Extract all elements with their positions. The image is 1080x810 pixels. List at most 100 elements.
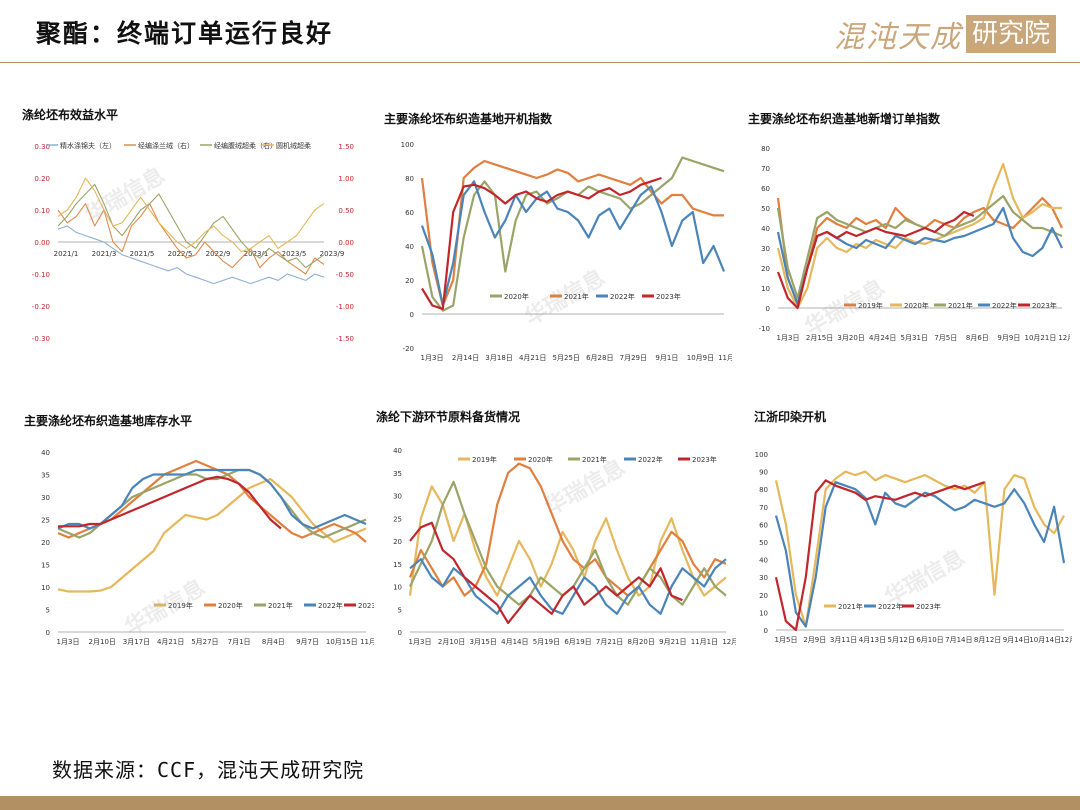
- y-tick-label: 15: [41, 562, 50, 570]
- series-line: [776, 210, 975, 310]
- chart-cloth-profit: 0.30 0.20 0.10 0.00 -0.10 -0.20 -0.30 1.50 1.00 0…: [32, 141, 354, 343]
- y-tick-label: -0.10: [32, 271, 50, 279]
- series-line: [408, 462, 727, 597]
- chart-title: 江浙印染开机: [754, 410, 827, 424]
- y-tick-label: 100: [755, 451, 768, 459]
- chart-new-orders: 80 70 60 50 40 30 20 10 0 -10 1月3日 2月15日 3月20日 4月24日 5…: [759, 145, 1080, 342]
- series-line: [57, 468, 367, 539]
- y-tick-label: 60: [759, 521, 768, 529]
- legend-label: 2022年: [878, 602, 903, 611]
- chart-inventory: 40 35 30 25 20 15 10 5 0 1月3日 2月10日 3月17日 4月21日 5月27日…: [41, 449, 392, 646]
- y-tick-label: 80: [761, 145, 770, 153]
- x-tick-label: 1月5日: [775, 636, 798, 644]
- y-tick-label: -0.30: [32, 335, 50, 343]
- y-tick-label: 90: [759, 469, 768, 477]
- x-tick-label: 5月25日: [553, 354, 580, 362]
- legend-label: 2020年: [218, 601, 243, 610]
- y-tick-label: 5: [398, 606, 402, 614]
- y-tick-label: 0: [46, 629, 50, 637]
- x-tick-label: 4月13日: [859, 636, 886, 644]
- x-tick-label: 6月19日: [564, 638, 591, 646]
- legend-label: 经编涤兰绒（右）: [138, 141, 194, 150]
- logo-box-text: 研究院: [965, 15, 1056, 53]
- y-tick-label: 20: [759, 592, 768, 600]
- series-line: [420, 156, 725, 312]
- logo-script-text: 混沌天成: [833, 20, 962, 55]
- x-tick-label: 9月14日: [1003, 636, 1030, 644]
- legend-label: 2020年: [904, 301, 929, 310]
- series-line: [774, 479, 985, 632]
- x-tick-label: 8月6日: [966, 334, 989, 342]
- legend-label: 2021年: [838, 602, 863, 611]
- y-tick-label-right: 1.00: [338, 175, 354, 183]
- y-tick-label: 20: [393, 538, 402, 546]
- legend-label: 2019年: [168, 601, 193, 610]
- x-tick-label: 9月7日: [296, 638, 319, 646]
- y-tick-label: 40: [761, 225, 770, 233]
- y-tick-label: 5: [46, 607, 50, 615]
- y-tick-label: 0: [764, 627, 768, 635]
- y-tick-label: 0: [410, 311, 414, 319]
- y-tick-label: 0.20: [34, 175, 50, 183]
- y-tick-label: 35: [41, 472, 50, 480]
- x-tick-label: 2月10日: [438, 638, 465, 646]
- y-tick-label: 30: [761, 245, 770, 253]
- x-tick-label: 7月1日: [228, 638, 251, 646]
- y-tick-label: 40: [41, 449, 50, 457]
- legend-label: 2023年: [1032, 301, 1057, 310]
- x-tick-label: 2023/5: [282, 250, 307, 258]
- y-tick-label: 15: [393, 561, 402, 569]
- x-tick-label: 3月20日: [837, 334, 864, 342]
- x-tick-label: 4月24日: [869, 334, 896, 342]
- x-tick-label: 4月14日: [501, 638, 528, 646]
- y-tick-label: 10: [761, 285, 770, 293]
- chart-title: 主要涤纶坯布织造基地库存水平: [24, 414, 193, 428]
- y-tick-label: 0.30: [34, 143, 50, 151]
- series-line: [776, 196, 1063, 306]
- source-note: 数据来源：CCF，混沌天成研究院: [52, 758, 365, 782]
- y-tick-label-right: -0.50: [336, 271, 354, 279]
- series-line: [57, 177, 325, 253]
- x-tick-label: 2022/5: [168, 250, 193, 258]
- y-tick-label: 30: [759, 574, 768, 582]
- x-tick-label: 5月19日: [533, 638, 560, 646]
- x-tick-label: 2021/1: [54, 250, 79, 258]
- series-line: [421, 176, 662, 310]
- x-tick-label: 4月21日: [157, 638, 184, 646]
- legend-label: 精水涤锦夫（左）: [60, 141, 116, 150]
- header-divider: [0, 62, 1080, 63]
- y-tick-label: 40: [405, 243, 414, 251]
- y-tick-label: 0.10: [34, 207, 50, 215]
- x-tick-label: 7月5日: [934, 334, 957, 342]
- x-tick-label: 12月2日: [1058, 334, 1070, 342]
- y-tick-label: 60: [761, 185, 770, 193]
- chart-title: 涤纶坯布效益水平: [22, 108, 119, 122]
- legend-label: 2021年: [948, 301, 973, 310]
- brand-logo: 混沌天成 研究院: [834, 12, 1056, 56]
- y-tick-label: 10: [759, 609, 768, 617]
- x-tick-label: 9月9日: [997, 334, 1020, 342]
- y-tick-label: 20: [405, 277, 414, 285]
- legend-label: 2022年: [992, 301, 1017, 310]
- chart-panel-dyeing: 江浙印染开机 100 90 80 70 60 50 40 30 20 10 0 1月5日 2月9日 3月1…: [746, 402, 1080, 662]
- y-tick-label: 10: [41, 584, 50, 592]
- y-tick-label: 70: [761, 165, 770, 173]
- x-tick-label: 11月1日: [691, 638, 718, 646]
- x-tick-label: 5月31日: [901, 334, 928, 342]
- series-line: [409, 521, 683, 624]
- series-line: [420, 180, 726, 307]
- x-tick-label: 5月12日: [888, 636, 915, 644]
- y-tick-label: 0.00: [34, 239, 50, 247]
- legend-label: 2022年: [318, 601, 343, 610]
- chart-title: 主要涤纶坯布织造基地开机指数: [384, 112, 553, 126]
- x-tick-label: 3月11日: [830, 636, 857, 644]
- x-tick-label: 2月14日: [452, 354, 479, 362]
- y-tick-label: 0: [398, 629, 402, 637]
- y-tick-label: 50: [761, 205, 770, 213]
- x-tick-label: 6月10日: [916, 636, 943, 644]
- x-tick-label: 10月9日: [687, 354, 714, 362]
- x-tick-label: 2月10日: [89, 638, 116, 646]
- y-tick-label-right: 0.50: [338, 207, 354, 215]
- x-tick-label: 7月21日: [596, 638, 623, 646]
